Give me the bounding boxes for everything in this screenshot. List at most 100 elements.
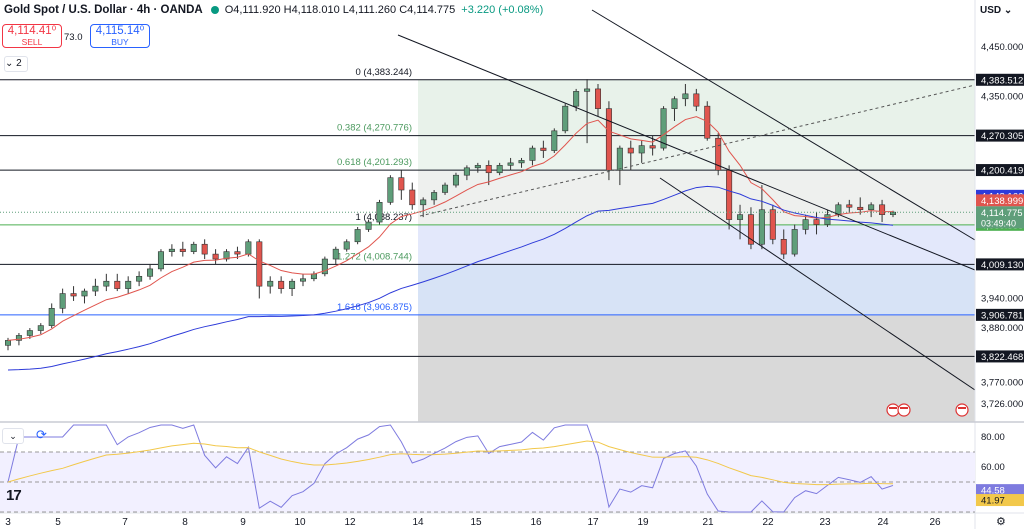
price-tag-label: 3,822.468 [981, 352, 1023, 363]
candle [693, 93, 700, 107]
candle [321, 258, 328, 275]
candle [147, 268, 154, 277]
candle [136, 275, 143, 282]
candle [846, 204, 853, 208]
candle [682, 93, 689, 100]
candle [452, 174, 459, 186]
time-tick-label: 15 [470, 517, 482, 528]
symbol-title[interactable]: Gold Spot / U.S. Dollar · 4h · OANDA [4, 4, 203, 16]
price-tag [976, 206, 1024, 229]
rsi-value-label: 44.58 [981, 486, 1005, 497]
price-tag-label: 4,383.512 [981, 75, 1023, 86]
candle [245, 241, 252, 255]
price-tag-label: 4,009.130 [981, 260, 1023, 271]
candle [398, 177, 405, 191]
time-tick-label: 7 [122, 517, 128, 528]
time-tick-label: 5 [55, 517, 61, 528]
candle [638, 145, 645, 154]
ema-fast-line [7, 116, 894, 341]
ema-slow-line [7, 185, 894, 371]
candle [267, 280, 274, 287]
candle [201, 243, 208, 255]
candle [780, 239, 787, 255]
economic-event-icon [897, 403, 911, 417]
candle [15, 335, 22, 341]
candle [343, 241, 350, 250]
time-tick-label: 22 [762, 517, 774, 528]
time-tick-label: 24 [877, 517, 889, 528]
fib-zone [418, 264, 975, 315]
fib-zone [418, 314, 975, 357]
candle [616, 147, 623, 171]
price-tick-label: 3,940.000 [981, 293, 1023, 304]
ohlc-readout: O4,111.920 H4,118.010 L4,111.260 C4,114.… [224, 4, 456, 16]
chevron-down-icon: ⌄ [1003, 5, 1013, 16]
chevron-down-icon: ⌄ [5, 58, 14, 69]
flag-stripe-icon [900, 407, 908, 409]
rsi-settings-icon[interactable]: ⟳ [36, 427, 47, 442]
candle [518, 160, 525, 164]
price-tick-label: 3,770.000 [981, 377, 1023, 388]
candle [802, 219, 809, 230]
candle [889, 211, 896, 215]
time-tick-label: 21 [702, 517, 714, 528]
time-tick-label: 12 [344, 517, 356, 528]
candle [737, 214, 744, 220]
price-tag-label: 3,906.781 [981, 310, 1023, 321]
candle [463, 167, 470, 176]
rsi-value-tag [976, 484, 1024, 497]
channel-mid-line [591, 9, 976, 241]
price-tag [976, 129, 1024, 142]
candle [37, 325, 44, 331]
candle [540, 147, 547, 151]
price-tag-label: 4,114.775 [981, 208, 1023, 219]
candle [376, 202, 383, 223]
candle [234, 251, 241, 255]
candle [442, 184, 449, 193]
candle [562, 105, 569, 132]
time-tick-label: 3 [5, 517, 11, 528]
time-tick-label: 8 [182, 517, 188, 528]
flag-stripe-icon [958, 407, 966, 409]
buy-button[interactable]: 4,115.14⁰ BUY [90, 24, 150, 48]
settings-gear-icon[interactable]: ⚙ [996, 516, 1006, 528]
currency-selector[interactable]: USD ⌄ [976, 2, 1022, 20]
candle [715, 137, 722, 171]
candle [223, 251, 230, 260]
price-tag [976, 308, 1024, 321]
candle [114, 280, 121, 289]
candle [103, 280, 110, 287]
candle [5, 340, 12, 346]
spread-value: 73.0 [64, 32, 83, 43]
sell-button[interactable]: 4,114.41⁰ SELL [2, 24, 62, 48]
candle [813, 219, 820, 225]
price-tag [976, 258, 1024, 271]
candle [551, 130, 558, 151]
candle [256, 241, 263, 287]
candle [485, 165, 492, 174]
candle [289, 280, 296, 289]
candle [70, 293, 77, 297]
currency-label: USD [980, 5, 1002, 16]
change-readout: +3.220 (+0.08%) [461, 4, 544, 16]
candle [704, 105, 711, 139]
rsi-collapse-button[interactable]: ⌄ [2, 428, 24, 444]
sell-label: SELL [21, 37, 43, 47]
rsi-tick-label: 60.00 [981, 462, 1005, 473]
time-tick-label: 9 [240, 517, 246, 528]
layout-toggle[interactable]: ⌄ 2 [4, 56, 28, 72]
time-tick-label: 17 [587, 517, 599, 528]
candle [879, 204, 886, 215]
candle [758, 209, 765, 245]
rsi-line [7, 424, 894, 513]
candle [660, 108, 667, 149]
chevron-down-icon: ⌄ [9, 431, 17, 441]
price-tag [976, 194, 1024, 207]
candle [125, 280, 132, 289]
price-tag-label: 4,200.419 [981, 166, 1023, 177]
candle [365, 221, 372, 230]
price-tag [976, 350, 1024, 363]
candle [59, 293, 66, 309]
candle [168, 248, 175, 252]
